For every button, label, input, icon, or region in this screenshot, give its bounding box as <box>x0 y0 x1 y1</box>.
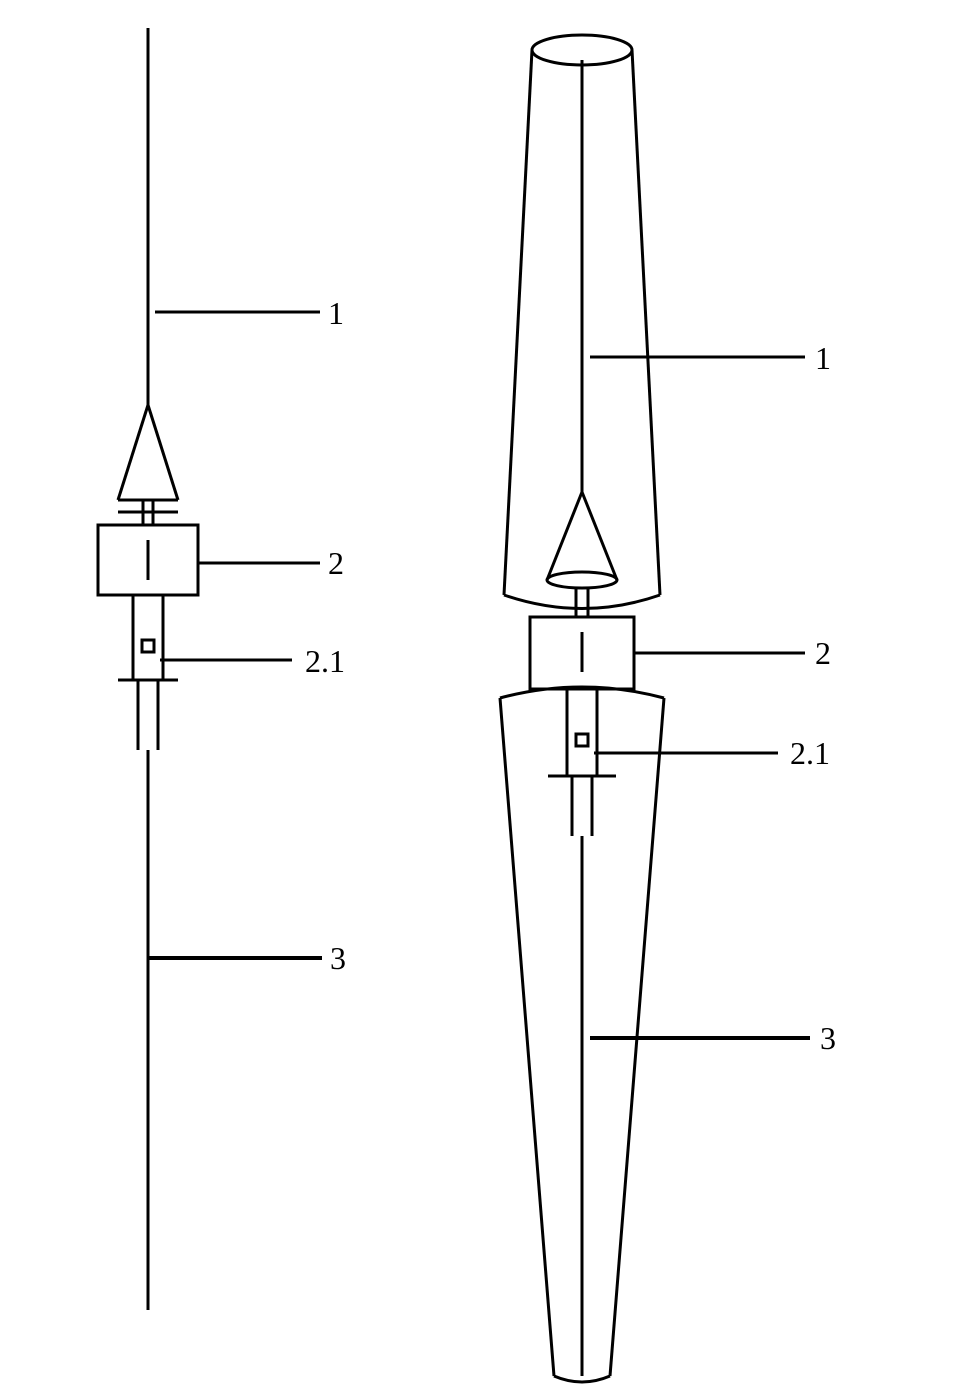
left-leader-lines <box>148 312 322 958</box>
label-right-2: 2 <box>815 635 831 672</box>
diagram-svg <box>0 0 967 1393</box>
label-right-3: 3 <box>820 1020 836 1057</box>
label-left-3: 3 <box>330 940 346 977</box>
label-left-1: 1 <box>328 295 344 332</box>
label-left-2-1: 2.1 <box>305 643 345 680</box>
diagram-container: 1 2 2.1 3 1 2 2.1 3 <box>0 0 967 1393</box>
label-right-1: 1 <box>815 340 831 377</box>
label-left-2: 2 <box>328 545 344 582</box>
right-figure <box>500 35 664 1382</box>
left-figure <box>98 28 198 1310</box>
right-leader-lines <box>590 357 810 1038</box>
label-right-2-1: 2.1 <box>790 735 830 772</box>
